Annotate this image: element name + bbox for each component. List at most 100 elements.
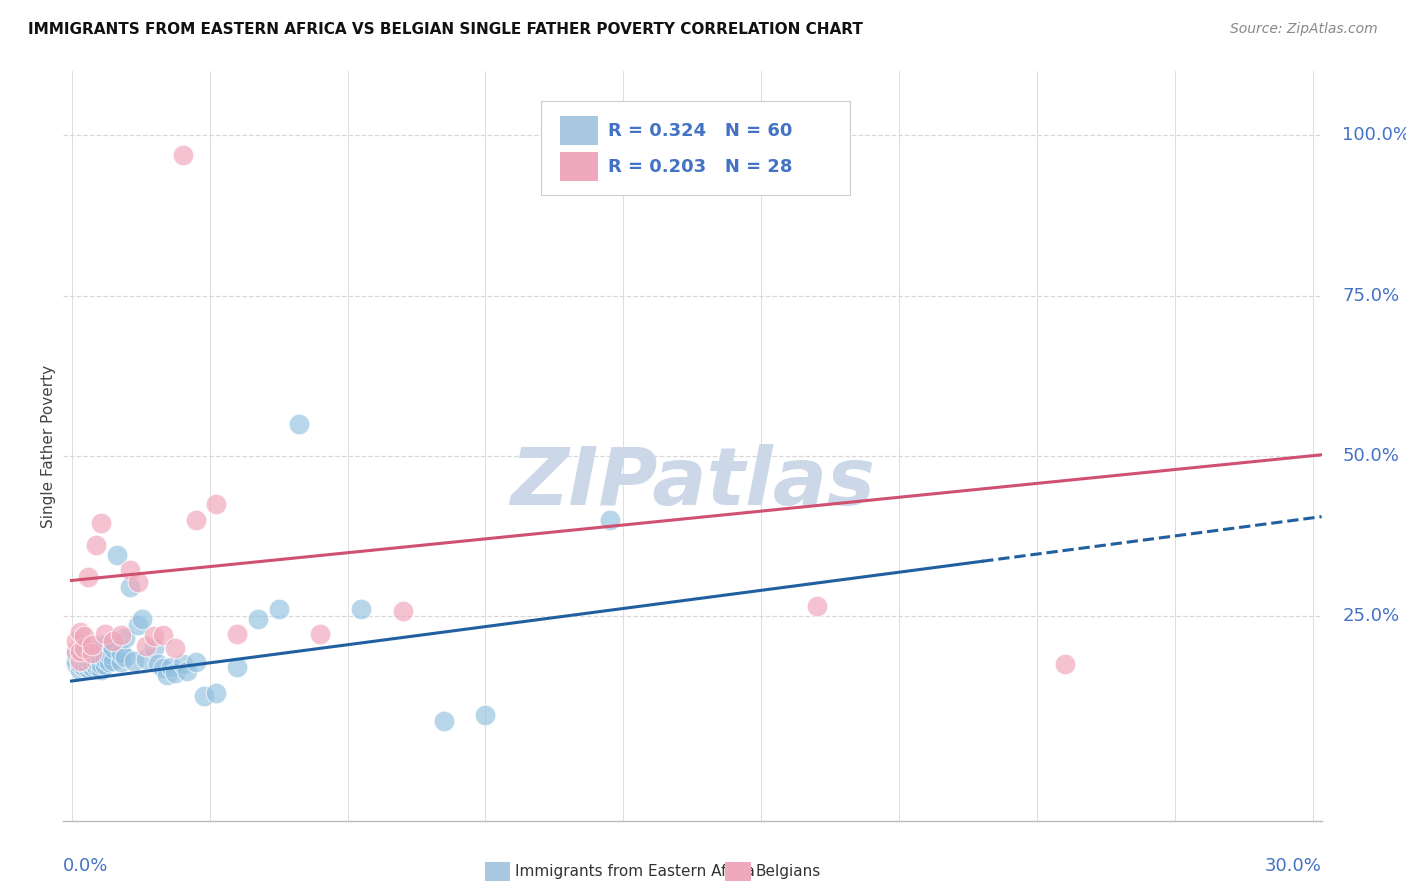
- Point: [73, 640, 96, 655]
- Text: R = 0.203   N = 28: R = 0.203 N = 28: [609, 158, 793, 176]
- Point: [143, 640, 166, 655]
- Point: [135, 652, 157, 666]
- Point: [172, 147, 194, 161]
- Point: [77, 657, 100, 671]
- Text: Immigrants from Eastern Africa: Immigrants from Eastern Africa: [515, 864, 755, 879]
- Point: [110, 628, 132, 642]
- Point: [114, 631, 136, 645]
- Point: [77, 640, 100, 655]
- Point: [160, 660, 183, 674]
- Point: [163, 640, 186, 655]
- Text: ZIPatlas: ZIPatlas: [510, 444, 875, 523]
- Point: [82, 660, 104, 674]
- Point: [65, 654, 87, 668]
- Point: [148, 657, 170, 671]
- Point: [82, 638, 104, 652]
- Point: [101, 634, 124, 648]
- Point: [163, 666, 186, 681]
- Point: [86, 658, 108, 673]
- Point: [65, 644, 87, 658]
- Point: [226, 660, 249, 674]
- Point: [69, 654, 91, 668]
- Point: [599, 513, 621, 527]
- Point: [156, 667, 179, 681]
- Point: [97, 647, 120, 661]
- Point: [176, 665, 198, 679]
- Point: [267, 602, 290, 616]
- Bar: [561, 116, 598, 145]
- Point: [205, 685, 228, 699]
- Point: [65, 647, 87, 661]
- Point: [69, 644, 91, 658]
- Point: [131, 612, 153, 626]
- Point: [110, 655, 132, 669]
- Point: [226, 626, 249, 640]
- Point: [110, 646, 132, 660]
- Point: [391, 604, 413, 618]
- Point: [246, 612, 269, 626]
- Point: [143, 629, 166, 643]
- Point: [77, 652, 100, 666]
- Point: [86, 654, 108, 668]
- Point: [69, 646, 91, 660]
- Point: [97, 655, 120, 669]
- FancyBboxPatch shape: [541, 102, 849, 195]
- Point: [93, 651, 115, 665]
- Point: [1053, 657, 1076, 671]
- Point: [82, 646, 104, 660]
- Point: [433, 714, 456, 729]
- Point: [101, 640, 124, 655]
- Point: [288, 417, 311, 431]
- Point: [69, 657, 91, 671]
- Text: Source: ZipAtlas.com: Source: ZipAtlas.com: [1230, 22, 1378, 37]
- Point: [806, 599, 828, 613]
- Point: [152, 661, 174, 675]
- Point: [93, 626, 115, 640]
- Point: [184, 655, 207, 669]
- Point: [89, 516, 111, 530]
- Text: IMMIGRANTS FROM EASTERN AFRICA VS BELGIAN SINGLE FATHER POVERTY CORRELATION CHAR: IMMIGRANTS FROM EASTERN AFRICA VS BELGIA…: [28, 22, 863, 37]
- Point: [69, 624, 91, 639]
- Point: [65, 657, 87, 671]
- Point: [77, 661, 100, 675]
- Point: [118, 563, 141, 577]
- Point: [73, 650, 96, 665]
- Point: [89, 638, 111, 652]
- Point: [73, 660, 96, 674]
- Text: 75.0%: 75.0%: [1343, 286, 1399, 304]
- Point: [69, 663, 91, 677]
- Point: [89, 663, 111, 677]
- Point: [122, 654, 145, 668]
- Text: 25.0%: 25.0%: [1343, 607, 1399, 624]
- Point: [152, 628, 174, 642]
- Y-axis label: Single Father Poverty: Single Father Poverty: [41, 365, 56, 527]
- Point: [105, 548, 128, 562]
- Point: [118, 580, 141, 594]
- Point: [65, 634, 87, 648]
- Text: R = 0.324   N = 60: R = 0.324 N = 60: [609, 121, 793, 139]
- Text: 100.0%: 100.0%: [1343, 127, 1406, 145]
- Point: [193, 689, 215, 703]
- Point: [474, 708, 496, 723]
- Point: [73, 655, 96, 669]
- Point: [82, 655, 104, 669]
- Point: [82, 648, 104, 663]
- Bar: [561, 153, 598, 181]
- Point: [101, 654, 124, 668]
- Point: [127, 575, 149, 590]
- Text: Belgians: Belgians: [755, 864, 820, 879]
- Point: [205, 497, 228, 511]
- Point: [172, 657, 194, 671]
- Point: [73, 644, 96, 658]
- Point: [89, 657, 111, 671]
- Text: 0.0%: 0.0%: [63, 856, 108, 874]
- Point: [135, 640, 157, 654]
- Point: [77, 570, 100, 584]
- Point: [114, 650, 136, 665]
- Point: [127, 618, 149, 632]
- Point: [93, 658, 115, 673]
- Point: [350, 602, 373, 616]
- Point: [184, 513, 207, 527]
- Text: 50.0%: 50.0%: [1343, 447, 1399, 465]
- Point: [93, 638, 115, 652]
